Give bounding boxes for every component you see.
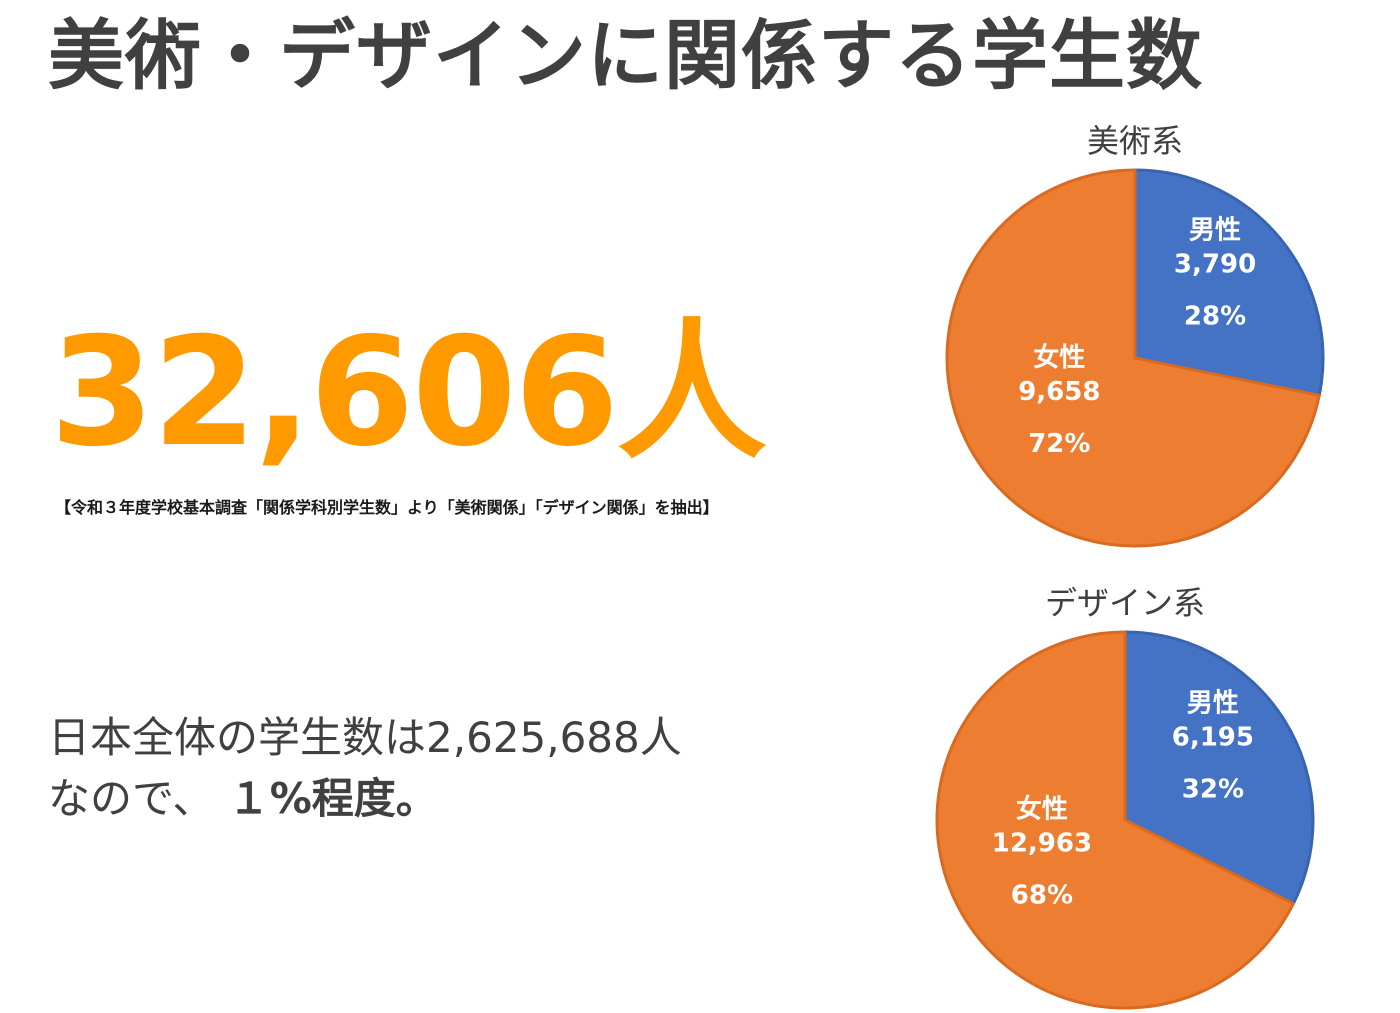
summary-line-2: なので、 １%程度。 (48, 769, 682, 830)
design-female-label: 女性 (1016, 794, 1068, 825)
art-female-percent: 72% (1028, 429, 1090, 459)
source-note: 【令和３年度学校基本調査「関係学科別学生数」より「美術関係」「デザイン関係」を抽… (55, 498, 719, 517)
design-male-percent: 32% (1182, 775, 1244, 805)
design-pie-title: デザイン系 (1045, 584, 1205, 622)
art-female-value: 9,658 (1018, 377, 1100, 407)
summary-line-2-prefix: なので、 (48, 773, 215, 823)
design-male-label: 男性 (1187, 689, 1239, 719)
design-male-value: 6,195 (1172, 723, 1254, 753)
art-male-label: 男性 (1189, 216, 1241, 246)
art-male-value: 3,790 (1174, 250, 1256, 280)
design-pie-chart: デザイン系男性 6,195 32% 女性 12,963 68% (925, 580, 1325, 1010)
summary-text: 日本全体の学生数は2,625,688人 なので、 １%程度。 (48, 708, 682, 830)
art-pie-title: 美術系 (1087, 122, 1183, 160)
art-female-label: 女性 (1033, 342, 1085, 373)
design-slice-male (1123, 630, 1315, 906)
design-slice-female (935, 630, 1295, 1010)
art-slice-female (945, 168, 1321, 548)
summary-line-2-emphasis: １%程度。 (227, 773, 438, 823)
art-slice-male (1133, 168, 1325, 397)
design-female-value: 12,963 (992, 829, 1092, 859)
design-female-percent: 68% (1011, 881, 1073, 911)
page-title: 美術・デザインに関係する学生数 (48, 11, 1203, 100)
art-pie-chart: 美術系男性 3,790 28% 女性 9,658 72% (935, 118, 1335, 548)
summary-line-1: 日本全体の学生数は2,625,688人 (48, 713, 682, 762)
total-student-count: 32,606人 (50, 306, 767, 480)
art-male-percent: 28% (1184, 302, 1246, 332)
